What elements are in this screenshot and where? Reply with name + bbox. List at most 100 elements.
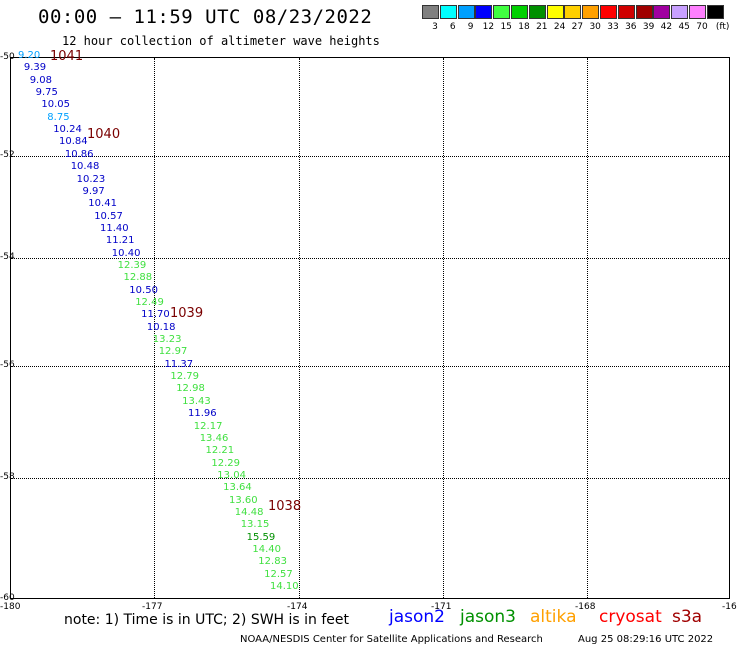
map-subtitle: 12 hour collection of altimeter wave hei… [62,34,380,48]
legend-swatch [671,5,689,19]
legend-label: 27 [571,22,584,32]
legend-swatch [582,5,600,19]
wave-height-value: 9.97 [82,185,105,197]
pressure-label: 1041 [50,49,84,64]
generated-timestamp: Aug 25 08:29:16 UTC 2022 [578,634,714,645]
satellite-s3a: s3a [672,607,703,627]
legend-label: 6 [449,22,456,32]
legend-swatch [511,5,528,19]
satellite-altika: altika [530,607,577,627]
credit-text: NOAA/NESDIS Center for Satellite Applica… [240,634,543,645]
wave-height-value: 10.50 [129,284,158,296]
wave-height-value: 13.43 [182,395,211,407]
legend-label: 18 [518,22,530,32]
legend-swatch [475,5,493,19]
wave-height-value: 9.75 [35,87,58,98]
legend-label: 21 [536,22,548,32]
wave-height-value: 12.57 [264,568,293,580]
wave-height-value: 12.49 [135,297,164,308]
wave-height-value: 10.57 [94,210,123,222]
legend-swatch [689,5,706,19]
grid-lon-174 [299,58,300,598]
wave-height-value: 15.59 [246,531,276,543]
grid-lon-171 [443,58,444,598]
lon-label-174: -174 [287,602,308,612]
lat-label-60: -60 [0,593,15,603]
legend-label: 12 [482,22,495,32]
wave-height-value: 13.23 [152,334,182,345]
lat-label-52: -52 [0,150,15,160]
legend-swatch [600,5,617,19]
legend-swatch [564,5,582,19]
wave-height-value: 13.04 [217,469,246,481]
wave-height-value: 11.21 [105,235,135,247]
legend-label: 24 [553,22,566,32]
legend-label: 33 [607,22,619,32]
legend-label: 3 [432,22,438,32]
legend-swatch [422,5,439,19]
legend-swatch [653,5,671,19]
legend-label: 70 [696,22,708,32]
legend-label: 36 [625,22,637,32]
pressure-label: 1038 [268,499,302,514]
wave-height-value: 13.60 [229,494,258,506]
grid-lat-52 [11,156,729,157]
grid-lat-54 [11,258,729,259]
wave-height-value: 11.70 [141,309,170,321]
lat-label-58: -58 [0,472,15,482]
pressure-label: 1039 [170,306,204,321]
wave-height-value: 13.15 [240,519,270,531]
wave-height-value: 12.39 [117,259,147,271]
legend-unit: (ft) [715,22,730,32]
grid-lat-58 [11,478,729,479]
wave-height-value: 10.05 [41,99,71,111]
wave-height-value: 10.40 [111,247,141,259]
legend-swatch [546,5,564,19]
wave-height-value: 10.84 [59,136,88,148]
wave-height-value: 10.23 [76,173,106,185]
legend-label: 45 [678,22,690,32]
wave-height-value: 14.48 [234,506,264,518]
wave-height-value: 11.37 [164,358,194,370]
wave-height-value: 9.08 [29,74,52,86]
grid-lon-168 [587,58,588,598]
wave-height-value: 12.83 [258,556,287,568]
wave-height-value: 8.75 [47,111,70,123]
legend-swatch [528,5,546,19]
lat-label-54: -54 [0,252,15,262]
legend-swatch [457,5,475,19]
wave-height-value: 10.24 [53,124,82,136]
legend-swatch [617,5,635,19]
legend-label: 42 [660,22,673,32]
satellite-jason2: jason2 [389,607,445,627]
lon-label-168: -168 [575,602,596,612]
satellite-cryosat: cryosat [599,607,662,627]
wave-height-value: 12.98 [176,383,205,395]
pressure-label: 1040 [87,127,121,142]
legend-swatch [706,5,724,19]
lon-label-16: -16 [722,602,737,612]
grid-lat-56 [11,366,729,367]
map-title: 00:00 — 11:59 UTC 08/23/2022 [38,6,373,28]
wave-height-value: 13.46 [199,432,229,444]
wave-height-value: 11.40 [100,222,129,234]
wave-height-value: 14.40 [252,544,282,555]
legend-swatch [439,5,457,19]
lon-label-177: -177 [142,602,163,612]
legend-label: 9 [467,22,474,32]
legend-swatch [493,5,511,19]
wave-height-value: 12.29 [211,457,241,469]
map-plot [10,57,730,599]
wave-height-value: 9.20 [18,50,41,61]
wave-height-value: 14.10 [270,581,299,592]
wave-height-value: 12.88 [123,272,153,284]
lon-label-180: -180 [0,602,21,612]
legend-label: 39 [642,22,655,32]
lat-label-50: -50 [0,52,15,62]
lon-label-171: -171 [431,602,452,612]
legend-label: 15 [500,22,512,32]
wave-height-value: 10.41 [88,198,117,210]
wave-height-value: 9.39 [23,62,47,74]
lat-label-56: -56 [0,360,15,370]
wave-height-value: 12.97 [158,346,188,358]
